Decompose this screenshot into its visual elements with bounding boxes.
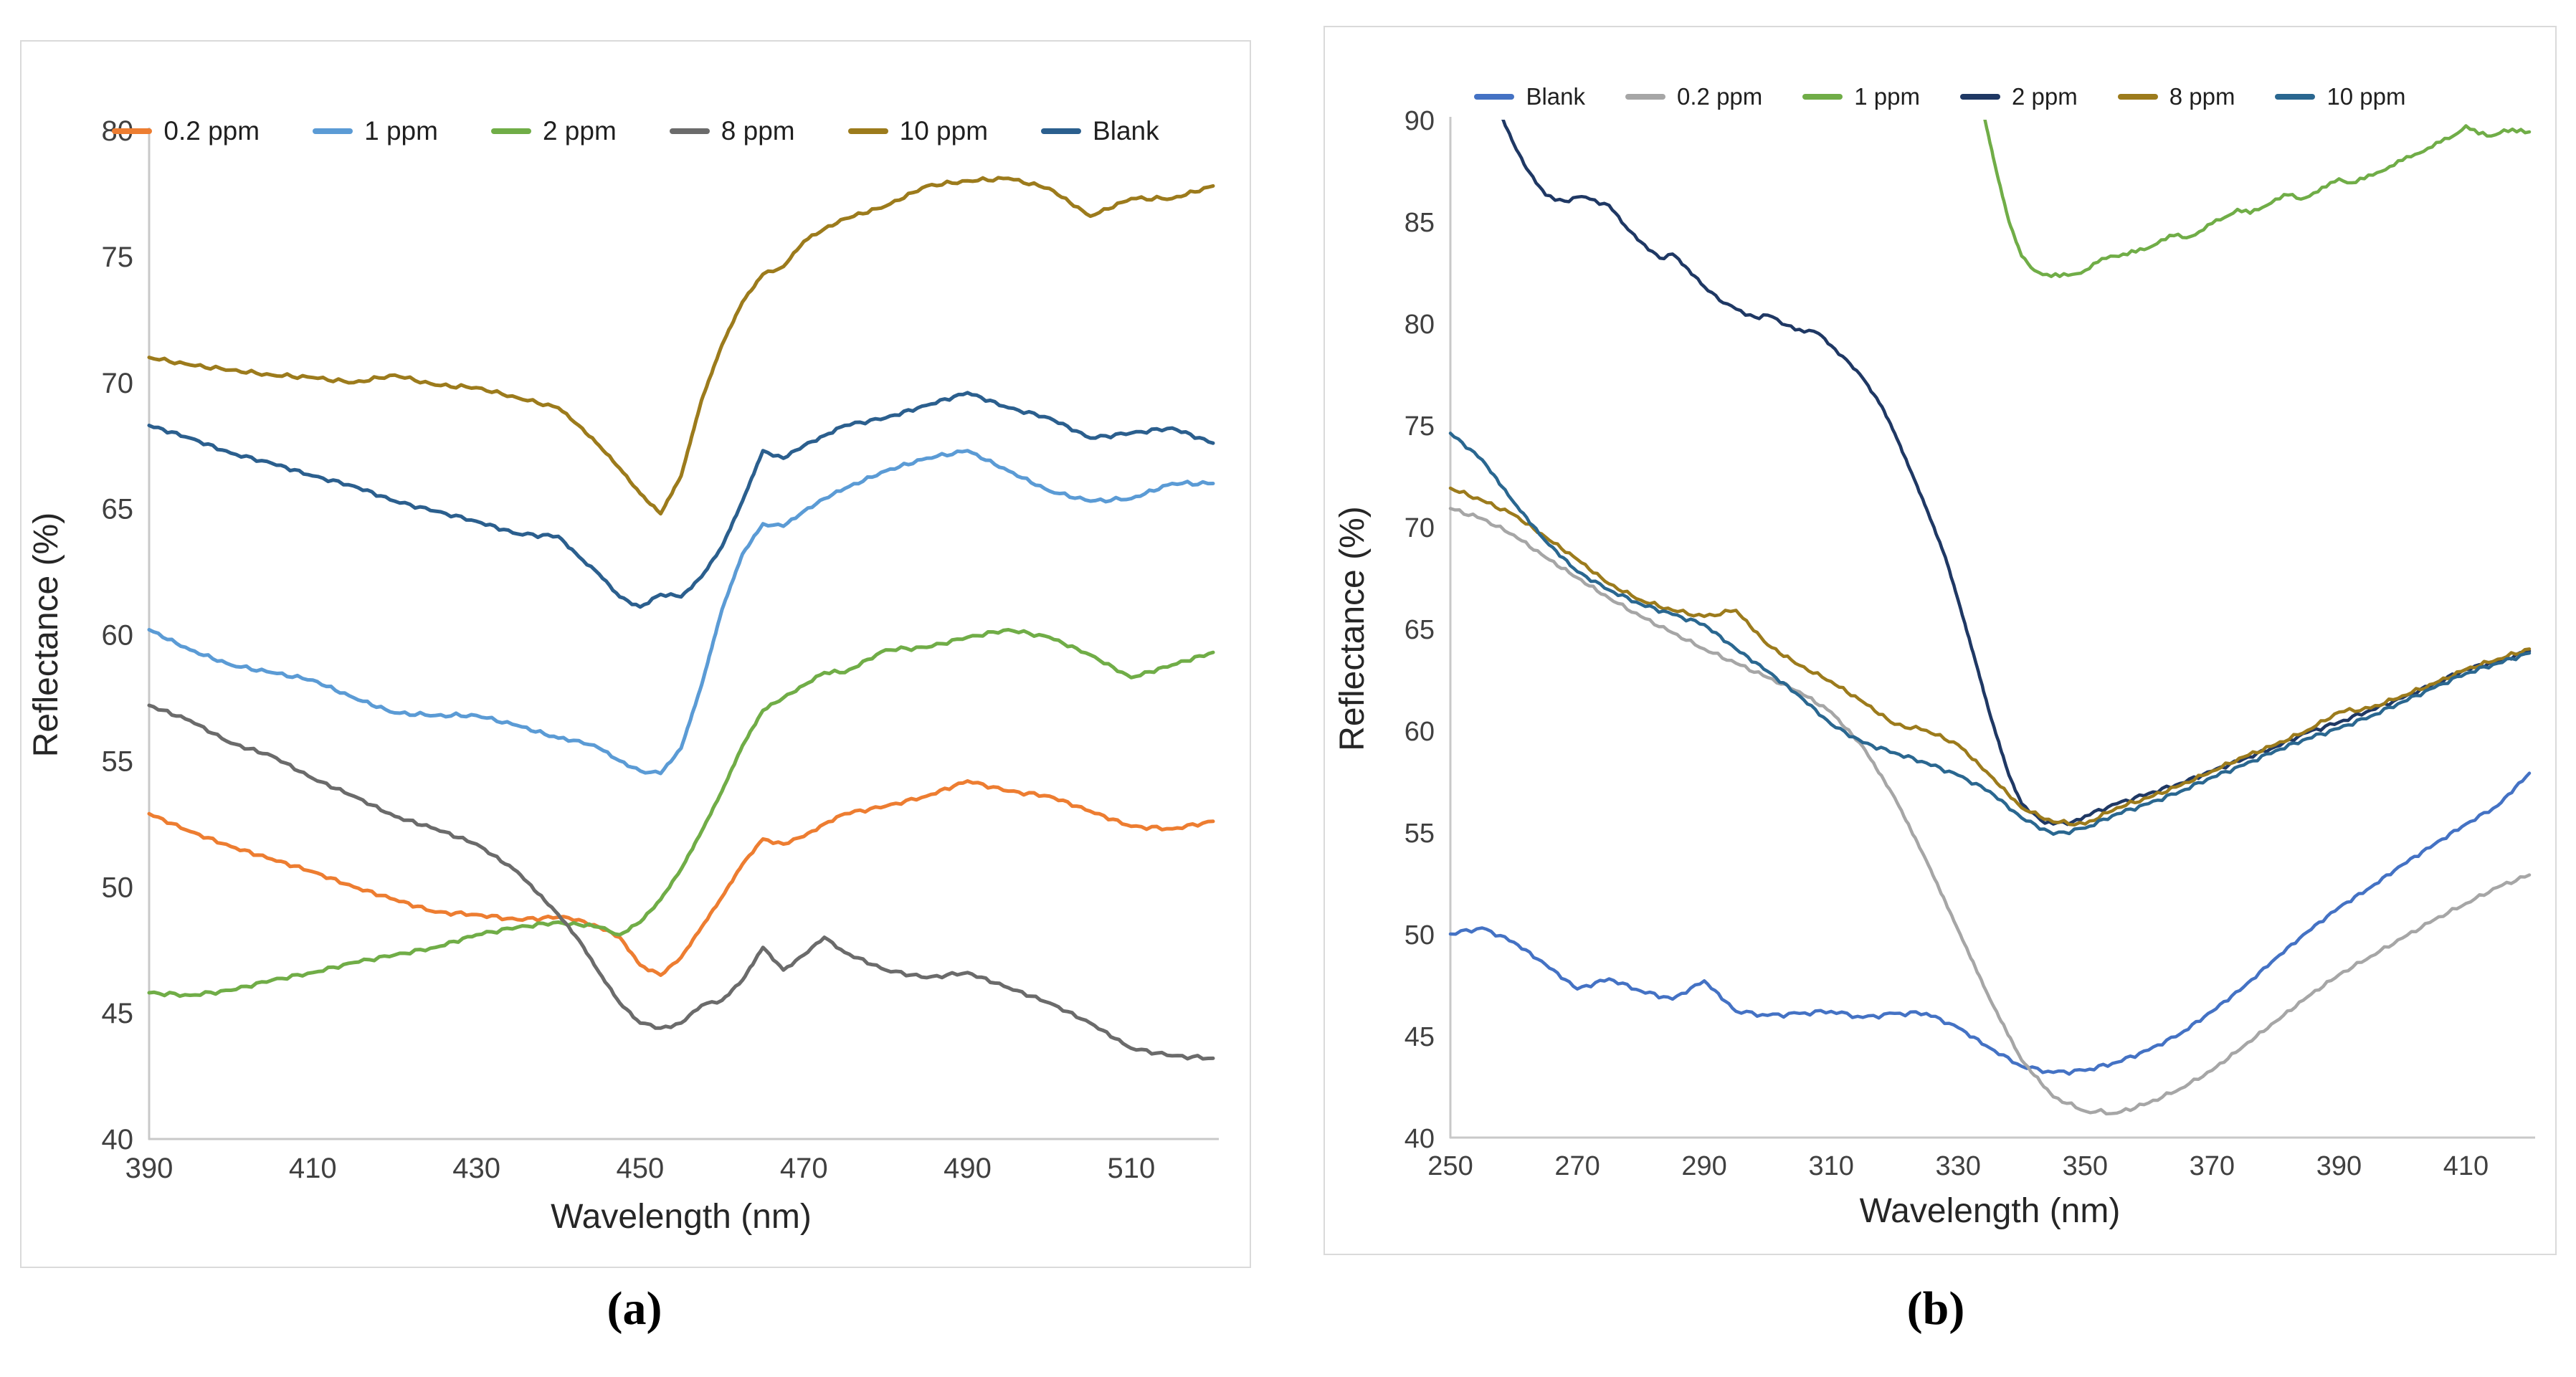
- y-tick-label: 85: [1405, 208, 1435, 238]
- x-tick-label: 410: [289, 1153, 337, 1184]
- legend-a: 0.2 ppm 1 ppm 2 ppm 8 ppm 10 ppm Blank: [22, 116, 1250, 146]
- x-tick-label: 430: [452, 1153, 500, 1184]
- legend-line-swatch-icon: [847, 128, 888, 134]
- legend-item-blank: Blank: [1474, 83, 1585, 110]
- legend-line-swatch-icon: [490, 128, 531, 134]
- legend-label: 0.2 ppm: [1677, 83, 1763, 110]
- legend-line-swatch-icon: [313, 128, 353, 134]
- x-tick-label: 390: [125, 1153, 174, 1184]
- legend-label: 0.2 ppm: [163, 116, 260, 146]
- legend-item-1-ppm: 1 ppm: [1802, 83, 1920, 110]
- legend-label: 2 ppm: [542, 116, 617, 146]
- x-tick-label: 390: [2316, 1151, 2362, 1181]
- x-axis-title: Wavelength (nm): [1860, 1192, 2121, 1230]
- legend-b: Blank 0.2 ppm 1 ppm 2 ppm 8 ppm 10 ppm: [1325, 83, 2555, 110]
- legend-label: 2 ppm: [2012, 83, 2078, 110]
- x-tick-label: 510: [1107, 1153, 1155, 1184]
- series-line-10-ppm: [1448, 432, 2532, 837]
- series-line-0-2-ppm: [1448, 507, 2532, 1116]
- legend-item-2-ppm: 2 ppm: [1960, 83, 2078, 110]
- chart-panel-b: Blank 0.2 ppm 1 ppm 2 ppm 8 ppm 10 ppm 40 45 50…: [1323, 26, 2557, 1255]
- y-tick-label: 50: [1405, 920, 1435, 950]
- legend-item-1-ppm: 1 ppm: [313, 116, 438, 146]
- legend-line-swatch-icon: [1041, 128, 1082, 134]
- legend-line-swatch-icon: [1960, 94, 2000, 100]
- series-line-1-ppm: [1983, 120, 2532, 279]
- legend-line-swatch-icon: [2275, 94, 2316, 100]
- y-tick-label: 70: [1405, 513, 1435, 543]
- legend-label: 10 ppm: [2327, 83, 2406, 110]
- series-line-0-2-ppm: [147, 779, 1215, 977]
- y-tick-label: 80: [1405, 310, 1435, 340]
- x-tick-label: 350: [2063, 1151, 2108, 1181]
- y-tick-label: 60: [102, 620, 134, 652]
- y-tick-label: 40: [102, 1124, 134, 1156]
- y-tick-label: 55: [102, 745, 134, 777]
- series-line-blank: [147, 391, 1215, 609]
- legend-label: 8 ppm: [2169, 83, 2235, 110]
- x-tick-label: 250: [1427, 1151, 1473, 1181]
- x-tick-label: 410: [2443, 1151, 2489, 1181]
- series-line-1-ppm: [147, 449, 1215, 776]
- legend-label: 8 ppm: [721, 116, 795, 146]
- x-tick-label: 290: [1681, 1151, 1726, 1181]
- series-line-2-ppm: [147, 628, 1215, 999]
- legend-line-swatch-icon: [669, 128, 710, 134]
- x-tick-label: 310: [1808, 1151, 1853, 1181]
- y-axis-title: Reflectance (%): [27, 513, 65, 757]
- legend-label: 1 ppm: [364, 116, 438, 146]
- y-tick-label: 45: [102, 998, 134, 1029]
- legend-item-8-ppm: 8 ppm: [2117, 83, 2235, 110]
- series-line-8-ppm: [147, 703, 1215, 1061]
- y-tick-label: 45: [1405, 1022, 1435, 1052]
- legend-line-swatch-icon: [2117, 94, 2158, 100]
- x-tick-label: 470: [780, 1153, 828, 1184]
- legend-item-2-ppm: 2 ppm: [490, 116, 617, 146]
- x-axis-title: Wavelength (nm): [551, 1198, 812, 1236]
- legend-label: 10 ppm: [899, 116, 989, 146]
- y-tick-label: 65: [102, 494, 134, 525]
- y-tick-label: 75: [1405, 411, 1435, 442]
- legend-item-8-ppm: 8 ppm: [669, 116, 795, 146]
- y-tick-label: 40: [1405, 1124, 1435, 1154]
- legend-line-swatch-icon: [112, 128, 153, 134]
- caption-b: (b): [1906, 1282, 1965, 1335]
- legend-item-0-2-ppm: 0.2 ppm: [112, 116, 260, 146]
- y-tick-label: 55: [1405, 819, 1435, 849]
- y-tick-label: 50: [102, 872, 134, 903]
- y-tick-label: 70: [102, 368, 134, 399]
- legend-label: Blank: [1526, 83, 1586, 110]
- series-line-2-ppm: [1501, 120, 2532, 826]
- y-tick-label: 65: [1405, 615, 1435, 645]
- chart-panel-a: 0.2 ppm 1 ppm 2 ppm 8 ppm 10 ppm Blank 40 45 50…: [20, 40, 1251, 1268]
- x-tick-label: 270: [1554, 1151, 1600, 1181]
- x-tick-label: 330: [1936, 1151, 1981, 1181]
- series-line-8-ppm: [1448, 486, 2532, 827]
- legend-item-blank: Blank: [1041, 116, 1159, 146]
- y-tick-label: 75: [102, 242, 134, 273]
- x-tick-label: 370: [2190, 1151, 2235, 1181]
- y-tick-label: 60: [1405, 717, 1435, 747]
- legend-label: 1 ppm: [1854, 83, 1920, 110]
- caption-a: (a): [607, 1282, 662, 1335]
- legend-item-0-2-ppm: 0.2 ppm: [1625, 83, 1762, 110]
- plot-b: 40 45 50 55 60 65 70 75 80 85 90 250 270 290 310 330 350…: [1334, 106, 2535, 1230]
- legend-item-10-ppm: 10 ppm: [2275, 83, 2406, 110]
- y-axis-title: Reflectance (%): [1334, 506, 1372, 751]
- series-line-10-ppm: [147, 176, 1215, 516]
- legend-line-swatch-icon: [1802, 94, 1843, 100]
- legend-label: Blank: [1093, 116, 1159, 146]
- x-tick-label: 490: [944, 1153, 992, 1184]
- legend-line-swatch-icon: [1625, 94, 1666, 100]
- legend-line-swatch-icon: [1474, 94, 1515, 100]
- series-line-blank: [1448, 771, 2532, 1076]
- legend-item-10-ppm: 10 ppm: [847, 116, 989, 146]
- x-tick-label: 450: [617, 1153, 665, 1184]
- y-tick-label: 90: [1405, 106, 1435, 136]
